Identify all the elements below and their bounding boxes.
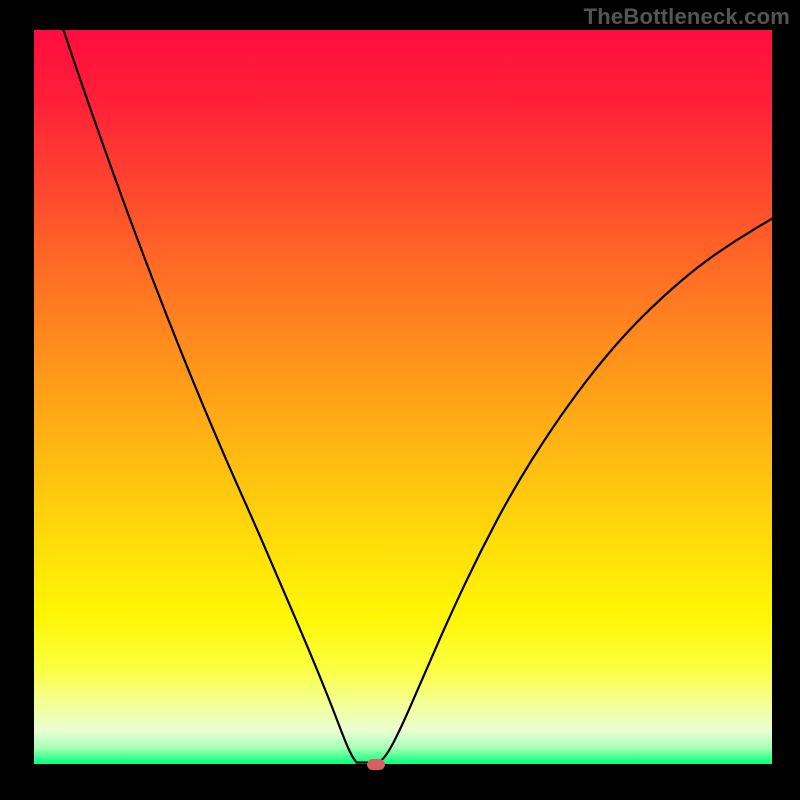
figure-root: TheBottleneck.com	[0, 0, 800, 800]
optimum-marker	[367, 759, 385, 770]
chart-svg	[0, 0, 800, 800]
plot-background	[34, 30, 772, 764]
watermark-text: TheBottleneck.com	[584, 4, 790, 30]
